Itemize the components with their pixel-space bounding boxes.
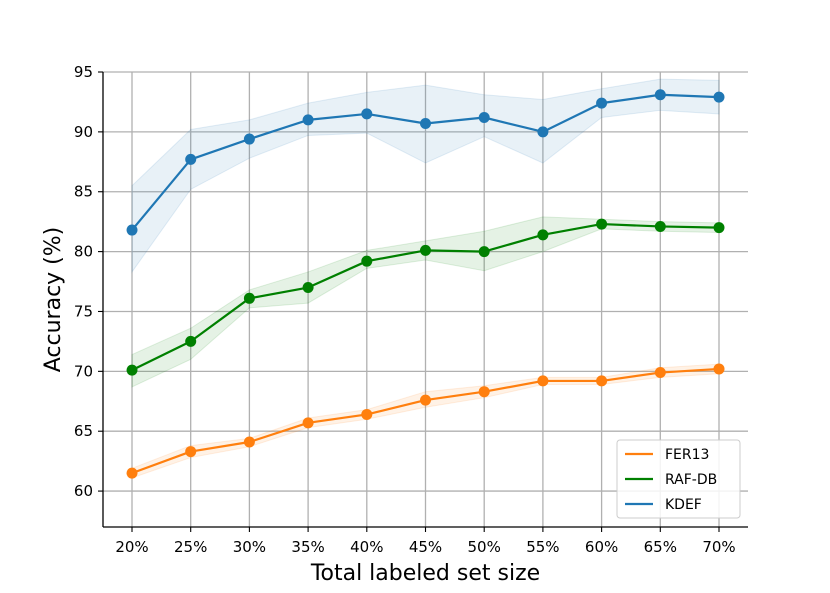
data-point-kdef — [654, 89, 666, 101]
data-point-fer13 — [596, 375, 608, 387]
legend-label-raf-db: RAF-DB — [665, 472, 717, 488]
x-tick-label: 60% — [585, 538, 618, 556]
x-tick-label: 45% — [409, 538, 442, 556]
y-tick-label: 70 — [74, 362, 93, 380]
data-point-raf-db — [478, 246, 490, 258]
y-tick-label: 65 — [74, 422, 93, 440]
x-tick-label: 20% — [115, 538, 148, 556]
data-point-raf-db — [126, 364, 138, 376]
data-point-kdef — [420, 117, 431, 129]
y-tick-label: 85 — [74, 183, 93, 201]
x-tick-label: 25% — [174, 538, 207, 556]
x-axis-title: Total labeled set size — [310, 561, 540, 586]
data-point-kdef — [478, 112, 490, 123]
data-point-kdef — [361, 108, 373, 120]
y-tick-label: 90 — [74, 123, 93, 141]
y-tick-label: 95 — [74, 63, 93, 81]
data-point-fer13 — [361, 408, 373, 420]
data-point-fer13 — [243, 436, 255, 448]
data-point-raf-db — [243, 292, 255, 304]
x-tick-label: 35% — [291, 538, 324, 556]
y-tick-label: 60 — [74, 482, 93, 500]
series-lines — [126, 89, 725, 479]
data-point-fer13 — [478, 386, 490, 398]
legend: FER13 RAF-DB KDEF — [616, 439, 741, 519]
legend-label-fer13: FER13 — [665, 447, 709, 463]
data-point-fer13 — [713, 363, 725, 375]
data-point-fer13 — [185, 446, 197, 458]
x-tick-label: 40% — [350, 538, 383, 556]
data-point-raf-db — [537, 229, 549, 241]
data-point-kdef — [302, 114, 314, 126]
data-point-raf-db — [420, 244, 431, 256]
confidence-band-kdef — [131, 78, 720, 274]
y-tick-label: 75 — [74, 302, 93, 320]
data-point-raf-db — [596, 218, 608, 230]
data-point-kdef — [126, 224, 138, 236]
data-point-raf-db — [302, 282, 314, 294]
data-point-fer13 — [126, 467, 138, 479]
data-point-kdef — [185, 153, 197, 165]
data-point-raf-db — [654, 220, 666, 232]
data-point-fer13 — [302, 417, 314, 429]
grid-layer — [103, 71, 748, 527]
x-tick-label: 50% — [468, 538, 501, 556]
y-tick-label: 80 — [74, 243, 93, 261]
x-tick-label: 55% — [526, 538, 559, 556]
data-point-fer13 — [654, 367, 666, 379]
legend-box — [616, 439, 741, 519]
data-point-fer13 — [420, 394, 431, 406]
legend-label-kdef: KDEF — [665, 497, 702, 513]
data-point-kdef — [596, 97, 608, 109]
tick-labels: 20% 25% 30% 35% 40% 45% 50% 55% 60% 65% 70% 60 65 70 7… — [74, 63, 736, 556]
data-point-kdef — [243, 133, 255, 145]
data-point-raf-db — [185, 335, 197, 347]
data-point-raf-db — [713, 222, 725, 234]
y-axis-title: Accuracy (%) — [41, 227, 66, 373]
x-tick-label: 70% — [702, 538, 735, 556]
data-point-kdef — [537, 126, 549, 138]
data-point-kdef — [713, 91, 725, 103]
x-tick-label: 65% — [644, 538, 677, 556]
data-point-raf-db — [361, 255, 373, 267]
x-tick-label: 30% — [233, 538, 266, 556]
data-point-fer13 — [537, 375, 549, 387]
